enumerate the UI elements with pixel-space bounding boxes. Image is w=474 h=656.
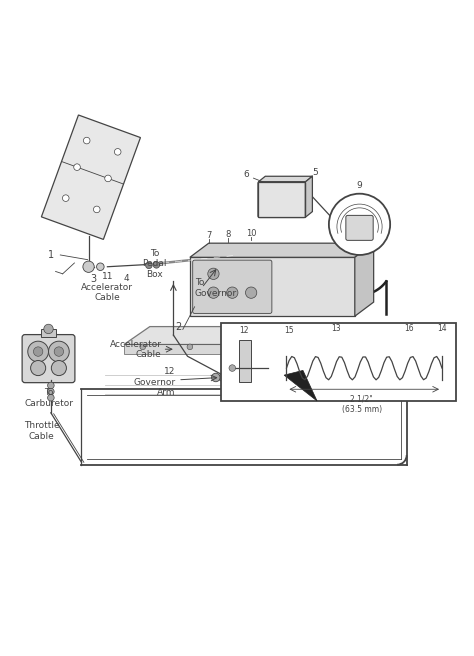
Circle shape (105, 175, 111, 182)
Circle shape (347, 371, 360, 384)
Circle shape (281, 344, 287, 350)
Circle shape (233, 373, 241, 382)
Circle shape (34, 347, 43, 356)
Polygon shape (41, 115, 140, 239)
Circle shape (44, 324, 53, 334)
Bar (239, 340, 251, 382)
Bar (41, 329, 55, 337)
Circle shape (83, 261, 94, 272)
FancyBboxPatch shape (346, 215, 373, 240)
Text: 13: 13 (331, 324, 341, 333)
Circle shape (114, 148, 121, 155)
FancyBboxPatch shape (193, 260, 272, 314)
Bar (220, 323, 456, 401)
Circle shape (54, 347, 64, 356)
Circle shape (97, 263, 104, 270)
Text: 4: 4 (123, 274, 129, 283)
Text: To
Carburetor: To Carburetor (24, 388, 73, 408)
Text: 11
Accelerator
Cable: 11 Accelerator Cable (82, 272, 133, 302)
FancyBboxPatch shape (22, 335, 75, 382)
Text: 12: 12 (239, 326, 249, 335)
Text: To
Pedal
Box: To Pedal Box (142, 249, 167, 279)
Circle shape (146, 262, 152, 268)
Circle shape (93, 206, 100, 213)
Circle shape (229, 365, 236, 371)
Polygon shape (305, 176, 312, 217)
Text: 14: 14 (437, 324, 447, 333)
Polygon shape (355, 243, 374, 316)
Circle shape (271, 373, 279, 382)
Text: 15: 15 (284, 326, 294, 335)
Circle shape (375, 344, 381, 350)
Circle shape (254, 373, 263, 382)
Polygon shape (284, 371, 317, 401)
Text: 16: 16 (404, 324, 414, 333)
Polygon shape (258, 176, 312, 182)
Circle shape (208, 287, 219, 298)
Text: 2 1/2"
(63.5 mm): 2 1/2" (63.5 mm) (342, 395, 382, 415)
Circle shape (63, 195, 69, 201)
Circle shape (208, 268, 219, 279)
Circle shape (51, 361, 66, 376)
Circle shape (47, 388, 54, 395)
Polygon shape (190, 243, 374, 257)
Circle shape (83, 137, 90, 144)
Text: 6: 6 (244, 170, 249, 179)
Bar (258, 182, 305, 217)
Circle shape (74, 164, 80, 171)
Circle shape (47, 394, 54, 401)
Text: 7: 7 (206, 232, 211, 241)
Text: 1: 1 (48, 250, 54, 260)
Text: Throttle
Cable: Throttle Cable (24, 421, 59, 441)
Circle shape (47, 382, 54, 389)
Circle shape (153, 262, 160, 268)
Polygon shape (124, 327, 433, 344)
Circle shape (187, 344, 193, 350)
Polygon shape (124, 344, 407, 354)
Bar (341, 367, 366, 388)
Text: Accelerator
Cable: Accelerator Cable (109, 340, 162, 359)
Text: Throttle
Cable: Throttle Cable (374, 349, 410, 368)
Circle shape (329, 194, 390, 255)
Polygon shape (190, 257, 355, 316)
Text: 2: 2 (175, 322, 181, 333)
Polygon shape (216, 371, 237, 386)
Circle shape (211, 373, 220, 382)
Circle shape (48, 341, 69, 362)
Text: 10: 10 (246, 229, 256, 237)
Circle shape (140, 344, 146, 350)
Circle shape (234, 344, 240, 350)
Text: 8: 8 (225, 230, 230, 239)
Text: 3: 3 (90, 274, 96, 285)
Text: To
Governor: To Governor (195, 278, 237, 298)
Text: 12
Governor
Arm: 12 Governor Arm (134, 367, 176, 397)
Circle shape (246, 287, 257, 298)
Text: 5: 5 (312, 168, 318, 177)
Circle shape (31, 361, 46, 376)
Circle shape (28, 341, 48, 362)
Text: 9: 9 (356, 181, 363, 190)
Circle shape (227, 287, 238, 298)
Circle shape (328, 344, 334, 350)
